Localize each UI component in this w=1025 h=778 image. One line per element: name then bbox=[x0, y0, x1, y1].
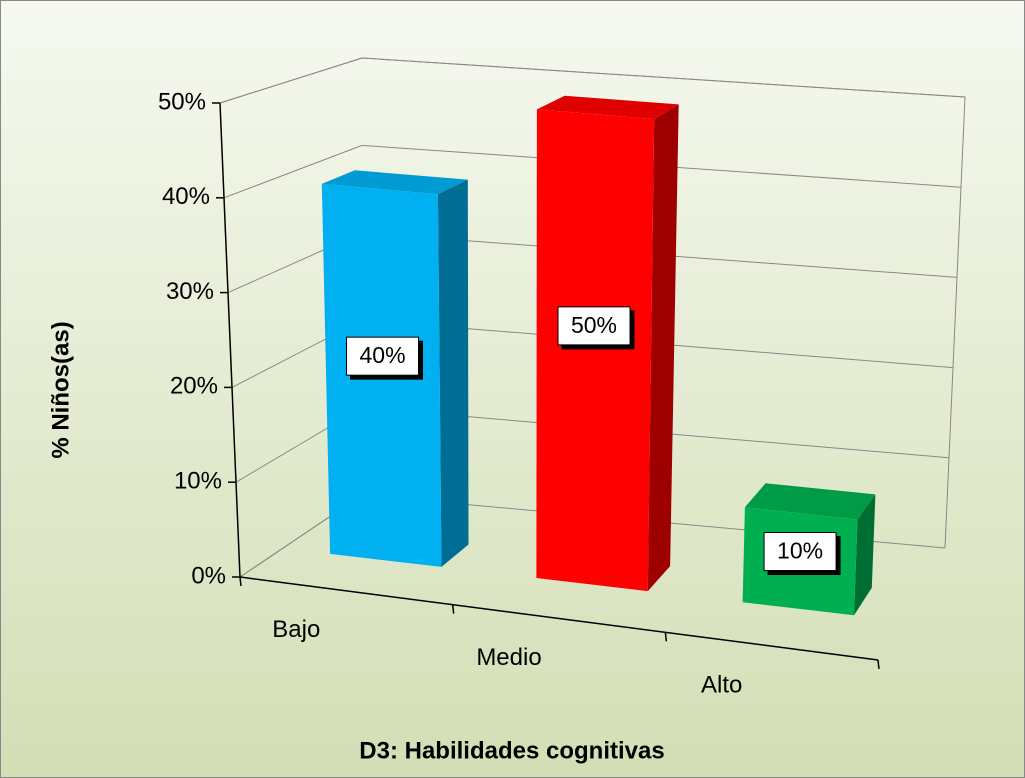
x-axis bbox=[239, 576, 879, 661]
y-tick-label: 0% bbox=[191, 562, 226, 589]
bar: 50% bbox=[536, 95, 679, 592]
value-label-box bbox=[557, 306, 631, 346]
x-tick bbox=[451, 604, 455, 614]
bar: 10% bbox=[742, 483, 876, 616]
bar-top bbox=[536, 95, 679, 120]
value-label-text: 50% bbox=[571, 312, 617, 338]
bar-side bbox=[647, 104, 679, 592]
x-tick-label: Bajo bbox=[272, 616, 320, 643]
value-label: 10% bbox=[763, 532, 837, 572]
bar-side bbox=[437, 179, 469, 567]
grid-line bbox=[219, 57, 966, 104]
bar: 40% bbox=[321, 170, 469, 567]
y-tick-label: 10% bbox=[174, 468, 222, 495]
bar-top bbox=[744, 483, 876, 520]
value-label-text: 10% bbox=[777, 538, 823, 564]
y-tick-label: 50% bbox=[158, 88, 206, 115]
grid-line bbox=[223, 144, 962, 199]
x-tick-label: Alto bbox=[701, 672, 742, 699]
value-label: 50% bbox=[557, 306, 631, 346]
value-label-box bbox=[346, 336, 420, 376]
y-axis-title: % Niños(as) bbox=[47, 321, 74, 458]
x-tick bbox=[877, 659, 880, 670]
x-tick-label: Medio bbox=[476, 644, 541, 671]
bar-top bbox=[321, 170, 468, 195]
y-axis bbox=[219, 102, 241, 578]
value-label-box bbox=[763, 532, 837, 572]
bar-front bbox=[536, 109, 655, 592]
value-label: 40% bbox=[346, 336, 420, 376]
y-tick-label: 40% bbox=[162, 183, 210, 210]
value-label-text: 40% bbox=[360, 342, 406, 368]
x-axis-title: D3: Habilidades cognitivas bbox=[359, 737, 664, 764]
bar-side bbox=[854, 494, 876, 616]
x-tick bbox=[239, 576, 242, 587]
y-tick-label: 20% bbox=[170, 373, 218, 400]
x-tick bbox=[664, 632, 668, 642]
y-tick-label: 30% bbox=[166, 278, 214, 305]
